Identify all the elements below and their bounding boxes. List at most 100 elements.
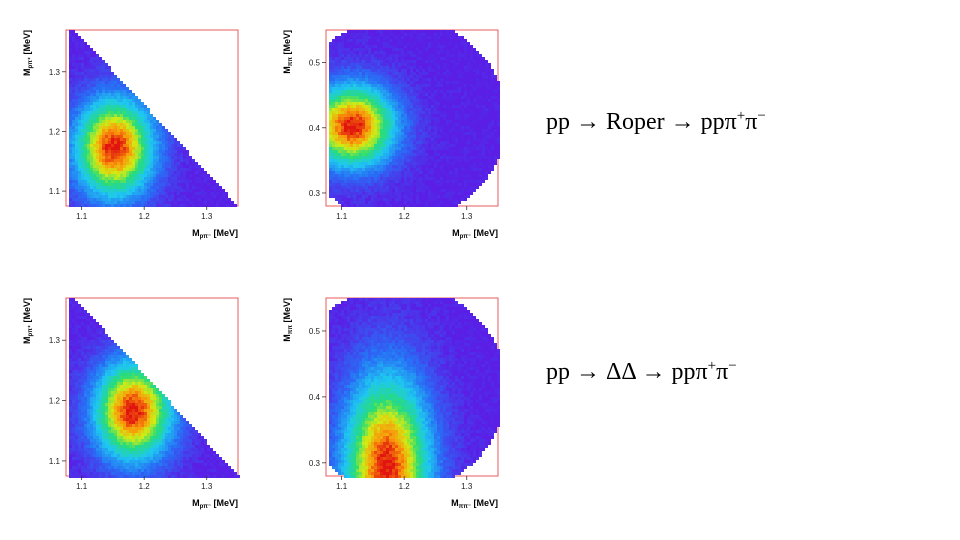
heatmap-cell <box>353 120 356 123</box>
heatmap-cell <box>419 63 422 66</box>
heatmap-cell <box>75 183 78 186</box>
heatmap-cell <box>108 78 111 81</box>
heatmap-cell <box>72 78 75 81</box>
heatmap-cell <box>371 72 374 75</box>
heatmap-cell <box>434 66 437 69</box>
heatmap-cell <box>401 141 404 144</box>
heatmap-cell <box>389 114 392 117</box>
heatmap-cell <box>392 159 395 162</box>
heatmap-cell <box>443 63 446 66</box>
heatmap-cell <box>377 63 380 66</box>
heatmap-cell <box>338 159 341 162</box>
heatmap-cell <box>177 192 180 195</box>
heatmap-cell <box>102 87 105 90</box>
heatmap-cell <box>72 60 75 63</box>
heatmap-cell <box>192 186 195 189</box>
heatmap-cell <box>473 180 476 183</box>
heatmap-cell <box>105 90 108 93</box>
heatmap-cell <box>359 54 362 57</box>
heatmap-cell <box>81 57 84 60</box>
heatmap-cell <box>117 81 120 84</box>
heatmap-cell <box>99 60 102 63</box>
heatmap-cell <box>356 102 359 105</box>
heatmap-cell <box>344 57 347 60</box>
heatmap-cell <box>144 138 147 141</box>
heatmap-cell <box>153 183 156 186</box>
heatmap-cell <box>428 177 431 180</box>
heatmap-cells <box>69 298 240 478</box>
heatmap-cell <box>72 72 75 75</box>
heatmap-cell <box>362 144 365 147</box>
heatmap-cell <box>401 111 404 114</box>
heatmap-cell <box>389 105 392 108</box>
heatmap-cell <box>431 141 434 144</box>
heatmap-cell <box>138 126 141 129</box>
heatmap-cell <box>458 168 461 171</box>
heatmap-cell <box>485 108 488 111</box>
heatmap-cell <box>141 150 144 153</box>
heatmap-cell <box>404 192 407 195</box>
heatmap-cell <box>455 51 458 54</box>
heatmap-cell <box>404 72 407 75</box>
heatmap-cell <box>428 54 431 57</box>
heatmap-cell <box>344 138 347 141</box>
heatmap-cell <box>470 108 473 111</box>
heatmap-cell <box>425 87 428 90</box>
heatmap-cell <box>440 117 443 120</box>
heatmap-cell <box>335 171 338 174</box>
heatmap-cell <box>332 138 335 141</box>
heatmap-cell <box>479 117 482 120</box>
heatmap-cell <box>389 60 392 63</box>
heatmap-cell <box>365 177 368 180</box>
heatmap-cell <box>428 171 431 174</box>
heatmap-cell <box>213 195 216 198</box>
heatmap-cell <box>96 111 99 114</box>
heatmap-cell <box>144 141 147 144</box>
heatmap-cell <box>213 186 216 189</box>
heatmap-cell <box>407 45 410 48</box>
heatmap-cell <box>186 171 189 174</box>
heatmap-cell <box>425 162 428 165</box>
heatmap-cell <box>350 72 353 75</box>
heatmap-cell <box>437 33 440 36</box>
heatmap-cell <box>437 150 440 153</box>
heatmap-cell <box>329 162 332 165</box>
heatmap-cell <box>446 177 449 180</box>
heatmap-cell <box>335 120 338 123</box>
heatmap-cell <box>344 102 347 105</box>
heatmap-cell <box>84 192 87 195</box>
heatmap-cell <box>117 123 120 126</box>
heatmap-cell <box>377 186 380 189</box>
heatmap-cell <box>410 120 413 123</box>
heatmap-cell <box>446 96 449 99</box>
heatmap-cell <box>431 204 434 207</box>
heatmap-cell <box>90 96 93 99</box>
heatmap-cell <box>362 162 365 165</box>
heatmap-cell <box>69 298 72 301</box>
heatmap-cell <box>69 147 72 150</box>
heatmap-cell <box>398 189 401 192</box>
heatmap-cell <box>446 33 449 36</box>
heatmap-cell <box>144 108 147 111</box>
heatmap-cell <box>135 108 138 111</box>
heatmap-cell <box>377 84 380 87</box>
heatmap-cell <box>488 99 491 102</box>
heatmap-cell <box>132 189 135 192</box>
heatmap-cell <box>392 174 395 177</box>
heatmap-cell <box>380 192 383 195</box>
y-tick-label: 0.4 <box>309 124 321 133</box>
heatmap-cell <box>410 102 413 105</box>
heatmap-cell <box>329 54 332 57</box>
heatmap-cell <box>350 168 353 171</box>
heatmap-cell <box>359 165 362 168</box>
heatmap-cell <box>416 60 419 63</box>
heatmap-cell <box>159 138 162 141</box>
heatmap-cell <box>404 75 407 78</box>
heatmap-cell <box>108 180 111 183</box>
heatmap-cell <box>440 48 443 51</box>
heatmap-cell <box>335 108 338 111</box>
heatmap-cell <box>377 72 380 75</box>
heatmap-cell <box>99 63 102 66</box>
heatmap-cell <box>395 150 398 153</box>
heatmap-cell <box>96 105 99 108</box>
